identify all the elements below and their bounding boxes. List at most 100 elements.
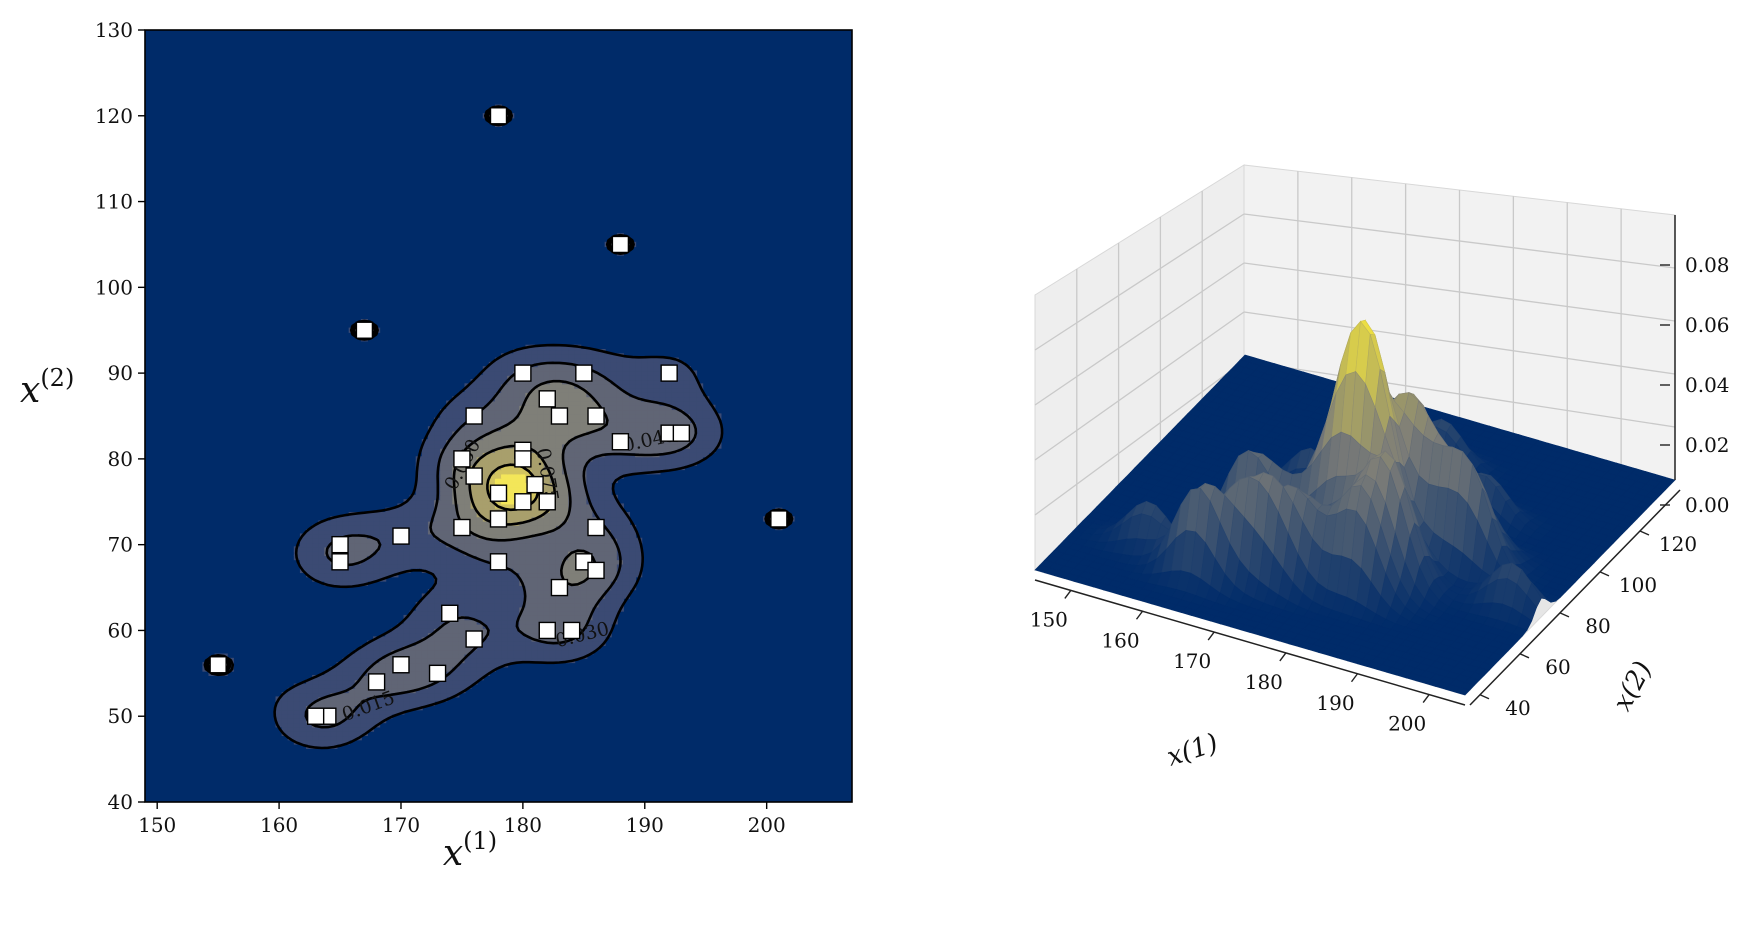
contour-band-cell — [434, 426, 442, 432]
contour-band-cell — [677, 400, 685, 406]
contour-band-cell — [434, 584, 442, 591]
contour-band-cell — [574, 614, 582, 621]
contour-band-cell — [555, 357, 563, 363]
contour-band-cell — [525, 524, 533, 531]
contour-band-cell — [415, 653, 423, 659]
contour-band-cell — [440, 537, 448, 544]
contour-band-cell — [653, 417, 661, 423]
contour-band-cell — [476, 494, 484, 501]
contour-band-cell — [330, 679, 338, 685]
contour-band-cell — [434, 542, 442, 548]
contour-band-cell — [342, 580, 350, 586]
contour-band-cell — [610, 614, 618, 621]
contour-band-cell — [434, 503, 442, 509]
contour-band-cell — [312, 700, 320, 706]
contour-band-cell — [446, 404, 454, 411]
contour-band-cell — [598, 361, 606, 368]
contour-band-cell — [427, 460, 436, 466]
contour-band-cell — [543, 520, 551, 526]
contour-band-cell — [494, 473, 503, 479]
contour-band-cell — [531, 567, 539, 574]
contour-band-cell — [671, 464, 679, 471]
contour-band-cell — [537, 370, 545, 376]
contour-band-cell — [373, 546, 381, 552]
contour-band-cell — [470, 670, 478, 676]
contour-band-cell — [482, 524, 490, 531]
contour-band-cell — [324, 533, 332, 539]
contour-band-cell — [342, 524, 350, 531]
contour-band-cell — [427, 649, 436, 655]
contour-band-cell — [440, 696, 448, 702]
contour-band-cell — [580, 426, 588, 432]
contour-band-cell — [494, 469, 503, 475]
contour-band-cell — [421, 494, 429, 501]
contour-band-cell — [391, 687, 399, 694]
contour-band-cell — [494, 649, 503, 655]
contour-band-cell — [470, 576, 478, 582]
contour-band-cell — [360, 542, 368, 548]
contour-band-cell — [610, 473, 618, 479]
contour-band-cell — [299, 739, 308, 745]
contour-band-cell — [312, 692, 320, 698]
contour-band-cell — [446, 430, 454, 436]
contour-band-cell — [440, 636, 448, 642]
contour-band-cell — [574, 477, 582, 483]
contour-band-cell — [568, 409, 576, 415]
contour-band-cell — [470, 512, 478, 518]
contour-band-cell — [574, 413, 582, 419]
contour-band-cell — [604, 413, 612, 419]
contour-band-cell — [543, 451, 551, 458]
contour-band-cell — [604, 469, 612, 475]
contour-band-cell — [434, 559, 442, 565]
contour-band-cell — [561, 481, 570, 488]
contour-band-cell — [415, 674, 423, 681]
contour-band-cell — [379, 512, 387, 518]
contour-band-cell — [537, 349, 545, 355]
contour-band-cell — [482, 644, 490, 651]
contour-band-cell — [488, 361, 496, 368]
contour-band-cell — [507, 576, 515, 582]
contour-band-cell — [586, 464, 594, 471]
contour-band-cell — [482, 580, 490, 586]
contour-band-cell — [647, 357, 655, 363]
contour-band-cell — [689, 451, 698, 458]
contour-band-cell — [629, 469, 637, 475]
contour-band-cell — [354, 713, 362, 719]
contour-band-cell — [507, 447, 515, 453]
contour-band-cell — [610, 567, 618, 574]
contour-band-cell — [580, 597, 588, 604]
contour-band-cell — [476, 559, 484, 565]
contour-band-cell — [385, 709, 393, 715]
contour-band-cell — [525, 580, 533, 586]
contour-band-cell — [568, 640, 576, 646]
contour-band-cell — [421, 687, 429, 694]
contour-band-cell — [568, 413, 576, 419]
contour-band-cell — [549, 542, 557, 548]
contour-band-cell — [519, 477, 527, 483]
contour-band-cell — [555, 396, 563, 402]
contour-band-cell — [488, 572, 496, 578]
contour-band-cell — [543, 602, 551, 608]
contour-band-cell — [531, 370, 539, 376]
contour-band-cell — [507, 434, 515, 441]
contour-band-cell — [409, 683, 417, 689]
contour-band-cell — [409, 524, 417, 531]
contour-band-cell — [616, 520, 624, 526]
contour-band-cell — [299, 546, 308, 552]
contour-band-cell — [476, 387, 484, 393]
contour-band-cell — [555, 464, 563, 471]
contour-band-cell — [586, 636, 594, 642]
contour-band-cell — [354, 662, 362, 668]
contour-band-cell — [574, 546, 582, 552]
contour-band-cell — [501, 426, 509, 432]
contour-band-cell — [513, 524, 521, 531]
contour-band-cell — [360, 550, 368, 556]
contour-band-cell — [653, 374, 661, 381]
contour-band-cell — [531, 554, 539, 561]
contour-band-cell — [318, 529, 326, 535]
contour-band-cell — [391, 550, 399, 556]
contour-band-cell — [501, 404, 509, 411]
contour-band-cell — [647, 417, 655, 423]
contour-band-cell — [415, 494, 423, 501]
contour-band-cell — [494, 439, 503, 445]
